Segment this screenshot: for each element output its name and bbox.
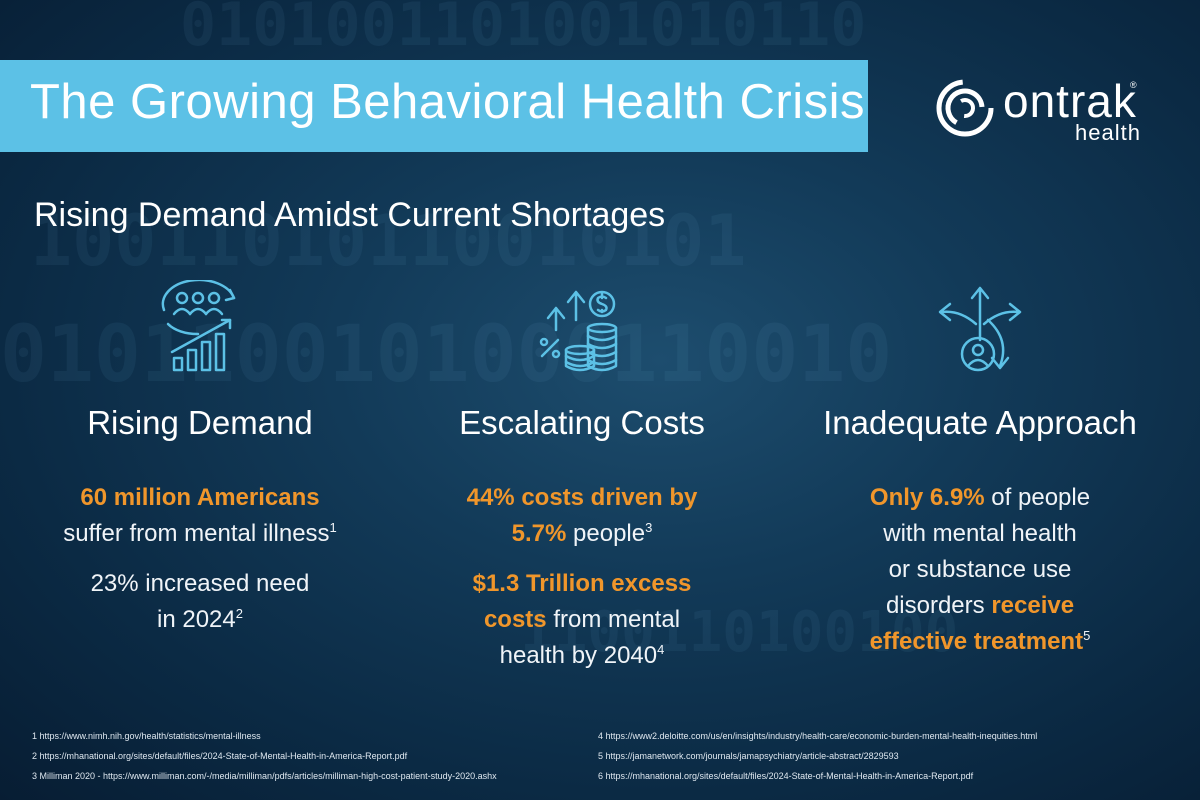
column-inadequate-approach: Inadequate Approach Only 6.9% of people …	[790, 280, 1170, 655]
logo-trademark: ®	[1130, 80, 1137, 90]
bg-digits-row: 0101001101001010110	[180, 0, 867, 60]
stat-paragraph: 60 million Americans suffer from mental …	[10, 480, 390, 552]
highlight-text: Only 6.9%	[869, 484, 985, 511]
stat-text: disorders	[885, 592, 992, 619]
highlight-text: 44% costs driven by	[466, 484, 698, 511]
swirl-logo-icon	[936, 79, 994, 137]
footnote-ref: 1	[329, 520, 337, 535]
footnote-ref: 4	[657, 642, 665, 657]
logo-wordmark: ontrak	[1003, 75, 1137, 127]
stat-text: people	[566, 520, 646, 547]
footnote-ref: 3	[645, 520, 653, 535]
stat-text: or substance use	[888, 556, 1072, 583]
stat-text: with mental health	[883, 520, 1077, 547]
footnote: 2 https://mhanational.org/sites/default/…	[32, 751, 408, 761]
footnote-ref: 5	[1083, 628, 1091, 643]
stat-text: 23% increased need	[90, 570, 310, 597]
stat-paragraph: 23% increased need in 20242	[10, 566, 390, 638]
highlight-text: 5.7%	[511, 520, 567, 547]
footnotes-right: 4 https://www2.deloitte.com/us/en/insigh…	[598, 726, 1037, 786]
highlight-text: 60 million Americans	[80, 484, 320, 511]
highlight-text: effective treatment	[869, 628, 1084, 655]
stat-paragraph: Only 6.9% of people with mental health o…	[790, 480, 1170, 660]
stat-paragraph: $1.3 Trillion excess costs from mental h…	[392, 566, 772, 674]
person-arrows-icon	[938, 286, 1022, 372]
column-title: Inadequate Approach	[823, 404, 1137, 441]
section-subtitle: Rising Demand Amidst Current Shortages	[34, 196, 666, 234]
footnotes-left: 1 https://www.nimh.nih.gov/health/statis…	[32, 726, 497, 786]
title-banner: The Growing Behavioral Health Crisis	[0, 60, 868, 152]
stat-text: of people	[984, 484, 1091, 511]
footnote: 1 https://www.nimh.nih.gov/health/statis…	[32, 731, 261, 741]
footnote: 5 https://jamanetwork.com/journals/jamap…	[598, 751, 899, 761]
people-growth-chart-icon	[161, 280, 236, 372]
column-body: 60 million Americans suffer from mental …	[10, 480, 390, 652]
page-title: The Growing Behavioral Health Crisis	[30, 75, 865, 129]
column-body: 44% costs driven by 5.7% people3 $1.3 Tr…	[392, 480, 772, 688]
footnote: 4 https://www2.deloitte.com/us/en/insigh…	[598, 731, 1038, 741]
ontrak-logo: ontrak ® health	[935, 70, 1175, 150]
stat-text: health by 2040	[499, 642, 658, 669]
footnote-ref: 2	[235, 606, 243, 621]
highlight-text: receive	[991, 592, 1075, 619]
costs-coins-icon	[539, 290, 618, 372]
column-body: Only 6.9% of people with mental health o…	[790, 480, 1170, 674]
stat-text: from mental	[546, 606, 681, 633]
column-title: Rising Demand	[87, 404, 313, 441]
stat-text: suffer from mental illness	[63, 520, 330, 547]
footnote: 3 Milliman 2020 - https://www.milliman.c…	[32, 771, 497, 781]
logo-subtitle: health	[1075, 120, 1141, 145]
stat-paragraph: 44% costs driven by 5.7% people3	[392, 480, 772, 552]
column-escalating-costs: Escalating Costs 44% costs driven by 5.7…	[392, 280, 772, 669]
column-title: Escalating Costs	[459, 404, 705, 441]
highlight-text: costs	[483, 606, 547, 633]
column-rising-demand: Rising Demand 60 million Americans suffe…	[10, 280, 390, 633]
footnote: 6 https://mhanational.org/sites/default/…	[598, 771, 974, 781]
stat-text: in 2024	[157, 606, 236, 633]
highlight-text: $1.3 Trillion excess	[472, 570, 692, 597]
